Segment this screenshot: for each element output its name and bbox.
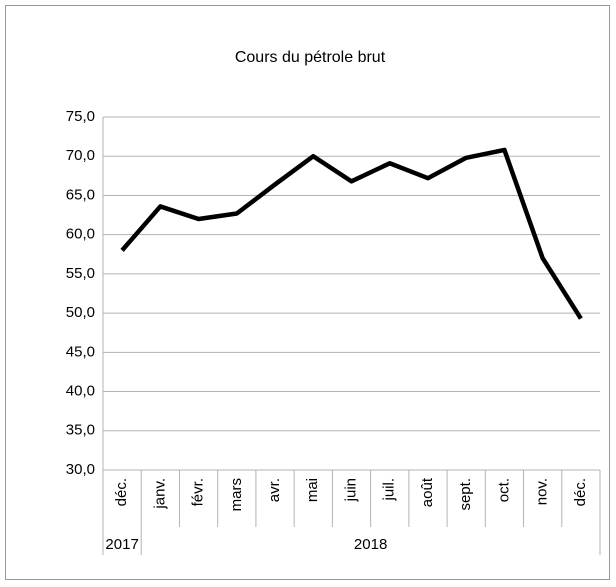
y-tick-label: 65,0 [66,186,95,203]
y-tick-label: 40,0 [66,383,95,400]
y-tick-label: 75,0 [66,108,95,125]
x-tick-label: déc. [572,478,589,506]
x-tick-label: févr. [190,478,207,506]
y-tick-label: 55,0 [66,265,95,282]
x-tick-label: avr. [266,478,283,502]
y-tick-label: 60,0 [66,226,95,243]
x-tick-label: nov. [534,478,551,505]
y-tick-label: 50,0 [66,304,95,321]
y-tick-label: 45,0 [66,343,95,360]
x-tick-label: mai [304,478,321,502]
x-group-label: 2018 [354,536,387,553]
y-tick-label: 35,0 [66,422,95,439]
y-tick-label: 30,0 [66,461,95,478]
chart-title: Cours du pétrole brut [235,49,386,66]
x-tick-label: sept. [457,478,474,511]
x-tick-label: oct. [495,478,512,502]
x-tick-label: déc. [113,478,130,506]
line-series [120,147,583,320]
x-tick-label: janv. [151,478,168,510]
x-tick-label: mars [228,478,245,511]
x-tick-label: juin [342,478,359,502]
x-group-label: 2017 [105,536,138,553]
y-tick-label: 70,0 [66,147,95,164]
x-tick-label: juil. [381,478,398,502]
x-tick-label: août [419,477,436,507]
chart-frame [5,5,610,580]
